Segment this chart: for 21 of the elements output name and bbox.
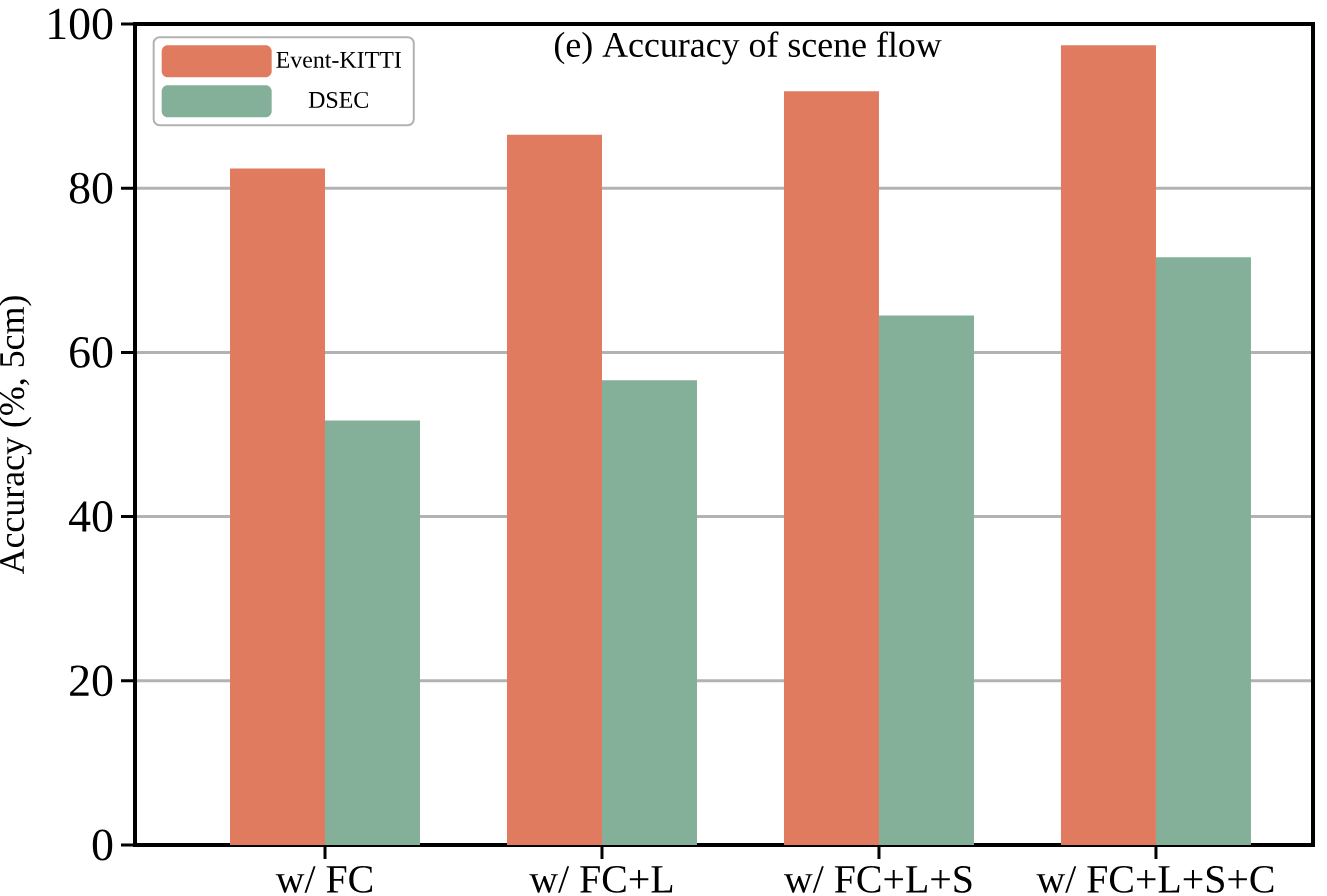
y-tick-label: 0 xyxy=(92,829,113,861)
y-tick-label: 40 xyxy=(69,501,113,533)
bar xyxy=(506,134,602,845)
legend-label: Event-KITTI xyxy=(276,51,401,68)
x-tick-label: w/ FC+L xyxy=(529,866,673,893)
y-tick-label: 20 xyxy=(70,665,113,697)
bar xyxy=(878,315,974,845)
bar xyxy=(601,380,697,845)
bar xyxy=(1155,257,1251,845)
bar xyxy=(325,420,421,845)
legend-label: DSEC xyxy=(308,91,368,108)
y-tick-label: 80 xyxy=(69,172,113,204)
y-tick-label: 60 xyxy=(70,336,113,368)
x-tick-label: w/ FC+L+S+C xyxy=(1036,866,1274,893)
x-tick-label: w/ FC xyxy=(275,866,373,893)
bar xyxy=(1060,45,1156,845)
x-tick-label: w/ FC+L+S xyxy=(784,866,972,893)
y-tick-label: 100 xyxy=(49,8,113,40)
bar xyxy=(230,168,326,845)
bar xyxy=(783,91,879,845)
chart-title: (e) Accuracy of scene flow xyxy=(554,31,942,65)
